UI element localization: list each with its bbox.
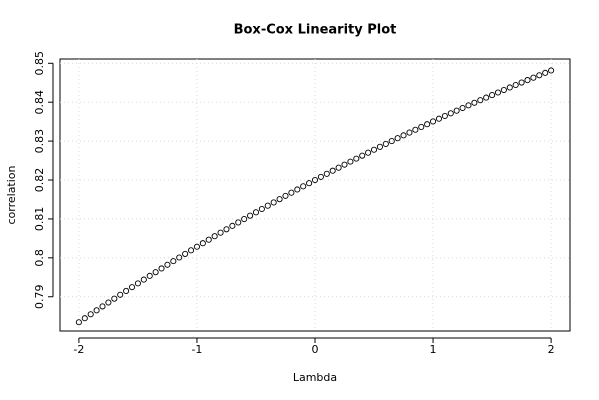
point	[430, 118, 437, 125]
point	[447, 110, 454, 117]
point	[512, 81, 519, 89]
point	[205, 236, 212, 243]
y-tick-label: 0.8	[33, 249, 46, 267]
point	[241, 215, 248, 223]
point	[418, 123, 425, 130]
point	[353, 155, 360, 162]
point	[382, 140, 389, 147]
point	[341, 161, 348, 168]
point	[87, 311, 94, 318]
point	[193, 243, 200, 250]
point	[477, 97, 484, 104]
point	[370, 146, 378, 153]
point	[111, 295, 118, 302]
point	[128, 284, 136, 291]
point	[75, 319, 82, 326]
point	[548, 67, 555, 74]
y-tick-label: 0.85	[33, 51, 46, 75]
point	[365, 149, 372, 156]
point	[500, 86, 507, 94]
y-tick-label: 0.82	[33, 168, 46, 193]
point	[182, 250, 189, 257]
point	[223, 226, 230, 233]
point	[300, 183, 307, 190]
point	[164, 261, 171, 268]
point	[524, 77, 531, 84]
point	[235, 219, 242, 226]
point	[406, 129, 413, 136]
y-tick-label: 0.81	[33, 207, 46, 232]
point	[489, 92, 496, 99]
point	[530, 74, 537, 81]
point	[199, 240, 206, 247]
point	[176, 254, 183, 261]
x-tick-label: 2	[548, 343, 555, 356]
point	[459, 104, 466, 112]
y-axis-label: correlation	[5, 165, 18, 224]
point	[229, 222, 236, 229]
y-tick-label: 0.79	[33, 285, 46, 310]
point	[311, 176, 319, 184]
point	[170, 258, 177, 265]
point	[536, 72, 543, 79]
point	[329, 167, 336, 174]
point	[400, 132, 407, 139]
point	[140, 276, 147, 283]
point	[217, 229, 224, 236]
point	[453, 107, 460, 114]
point	[518, 79, 525, 86]
x-tick-label: -2	[73, 343, 84, 356]
point	[306, 180, 313, 187]
point	[264, 202, 271, 209]
point	[494, 89, 502, 96]
point	[252, 209, 260, 216]
point	[394, 135, 401, 142]
point	[158, 265, 165, 272]
point	[465, 102, 472, 109]
point	[323, 170, 330, 177]
point	[123, 287, 130, 295]
chart-title: Box-Cox Linearity Plot	[234, 23, 397, 38]
point	[483, 94, 490, 101]
point	[335, 164, 342, 171]
point	[506, 84, 513, 91]
point	[99, 303, 106, 310]
point	[441, 112, 448, 120]
point	[258, 205, 265, 213]
y-tick-label: 0.84	[33, 90, 46, 115]
point	[81, 315, 88, 322]
point	[134, 280, 141, 287]
x-tick-label: 1	[430, 343, 437, 356]
point	[412, 126, 419, 133]
point	[542, 69, 549, 76]
point	[294, 186, 301, 193]
point	[282, 192, 289, 199]
point	[435, 115, 443, 122]
point	[388, 138, 395, 145]
point	[93, 307, 100, 314]
point	[424, 121, 431, 128]
point	[152, 269, 159, 276]
point	[376, 143, 383, 150]
point	[211, 233, 218, 240]
point	[471, 99, 478, 106]
point	[359, 152, 366, 159]
point	[347, 158, 354, 165]
point	[247, 212, 254, 219]
point	[317, 173, 324, 180]
point	[117, 291, 124, 298]
y-tick-label: 0.83	[33, 129, 46, 154]
point	[187, 247, 195, 254]
x-tick-label: 0	[312, 343, 319, 356]
point	[288, 189, 295, 196]
x-axis-label: Lambda	[293, 371, 337, 384]
point	[105, 299, 112, 306]
point	[270, 199, 277, 206]
point	[146, 272, 153, 279]
x-tick-label: -1	[191, 343, 202, 356]
point	[276, 196, 283, 203]
